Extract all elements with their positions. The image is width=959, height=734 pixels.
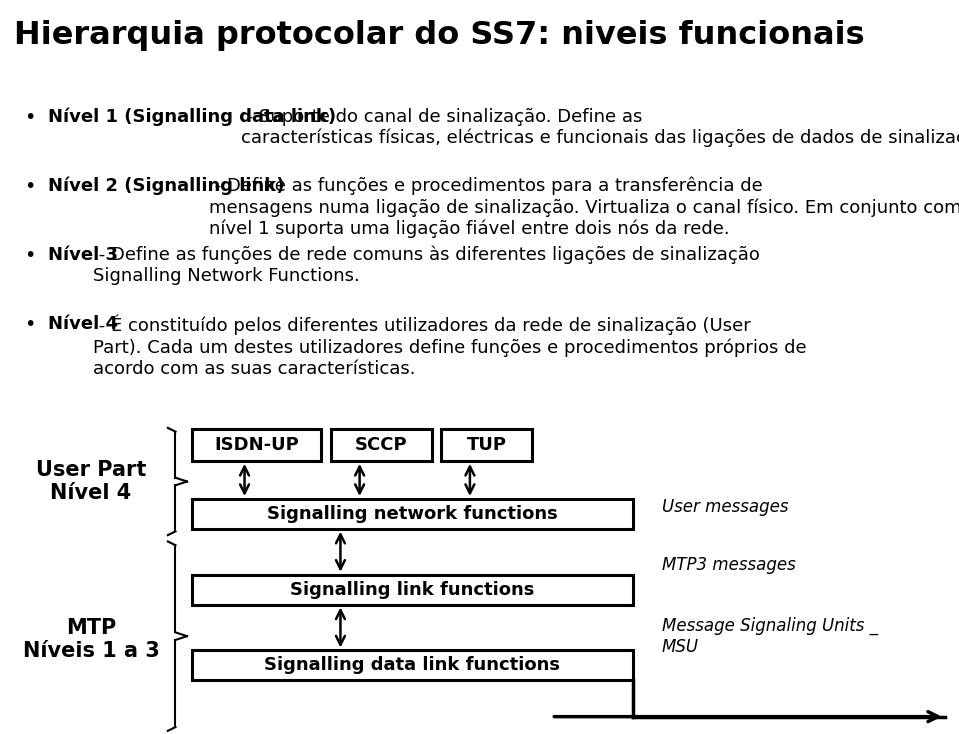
Text: SCCP: SCCP xyxy=(355,436,408,454)
Bar xyxy=(192,575,633,605)
Text: - Suporte do canal de sinalização. Define as
características físicas, eléctricas: - Suporte do canal de sinalização. Defin… xyxy=(242,108,959,147)
Text: - É constituído pelos diferentes utilizadores da rede de sinalização (User
Part): - É constituído pelos diferentes utiliza… xyxy=(93,315,807,377)
Text: •: • xyxy=(24,108,35,127)
Text: - Define as funções de rede comuns às diferentes ligações de sinalização
Signall: - Define as funções de rede comuns às di… xyxy=(93,246,760,285)
Text: Nível 4: Nível 4 xyxy=(48,315,118,333)
Text: User messages: User messages xyxy=(662,498,788,516)
Text: MTP3 messages: MTP3 messages xyxy=(662,556,795,574)
Text: User Part
Nível 4: User Part Nível 4 xyxy=(35,460,147,503)
Text: Message Signaling Units _
MSU: Message Signaling Units _ MSU xyxy=(662,617,877,655)
Text: - Define as funções e procedimentos para a transferência de
mensagens numa ligaç: - Define as funções e procedimentos para… xyxy=(209,177,959,238)
Text: Nível 3: Nível 3 xyxy=(48,246,118,264)
Text: ISDN-UP: ISDN-UP xyxy=(214,436,299,454)
Bar xyxy=(192,650,633,680)
Text: •: • xyxy=(24,315,35,334)
Text: Signalling link functions: Signalling link functions xyxy=(291,581,534,599)
Bar xyxy=(331,429,432,461)
Text: Signalling network functions: Signalling network functions xyxy=(267,505,558,523)
Text: Signalling data link functions: Signalling data link functions xyxy=(265,656,560,675)
Bar xyxy=(192,499,633,528)
Text: •: • xyxy=(24,246,35,265)
Bar xyxy=(441,429,532,461)
Text: •: • xyxy=(24,177,35,196)
Text: MTP
Níveis 1 a 3: MTP Níveis 1 a 3 xyxy=(23,618,159,661)
Text: Hierarquia protocolar do SS7: niveis funcionais: Hierarquia protocolar do SS7: niveis fun… xyxy=(14,20,865,51)
Text: Nível 1 (Signalling data link): Nível 1 (Signalling data link) xyxy=(48,108,336,126)
Bar xyxy=(192,429,321,461)
Text: TUP: TUP xyxy=(467,436,506,454)
Text: Nível 2 (Signalling link): Nível 2 (Signalling link) xyxy=(48,177,284,195)
